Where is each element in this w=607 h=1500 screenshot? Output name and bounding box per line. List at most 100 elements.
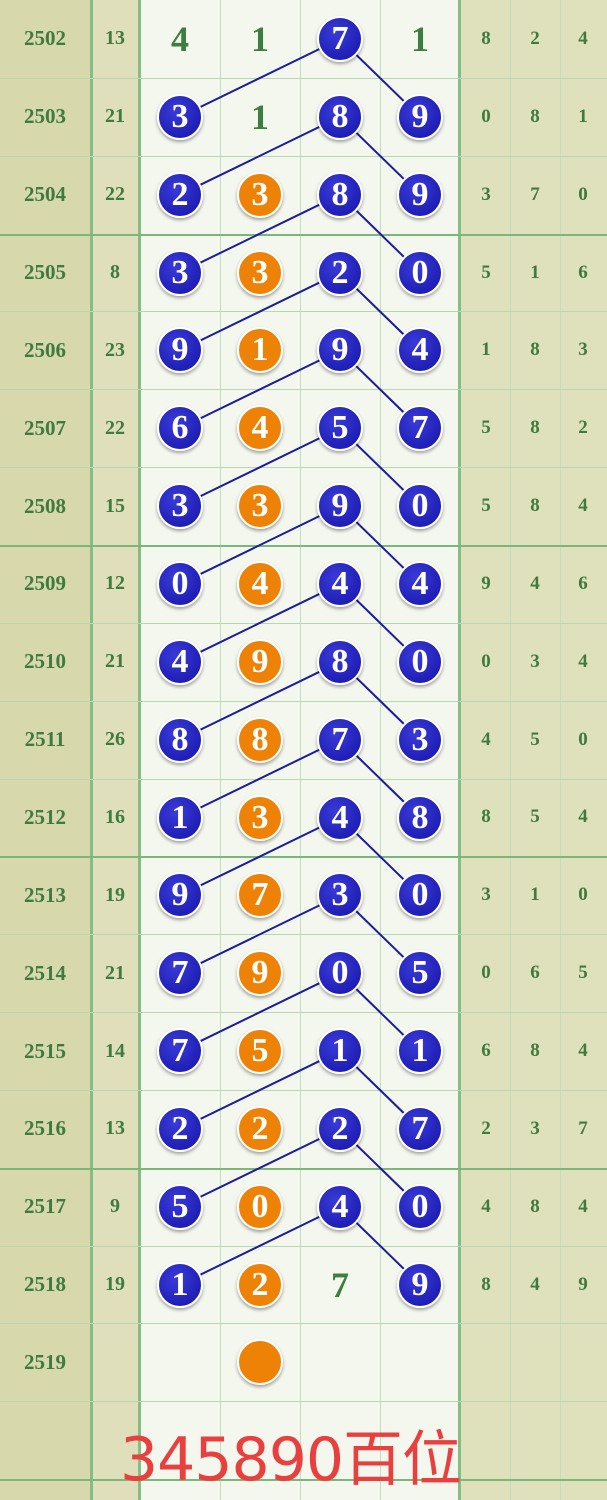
grid-hline — [0, 78, 607, 79]
tail-digit: 5 — [530, 806, 540, 828]
connector-line — [179, 660, 341, 741]
sum-value: 21 — [105, 961, 125, 984]
sum-value: 23 — [105, 338, 125, 361]
grid-hline — [0, 234, 607, 236]
blue-ball: 5 — [397, 950, 443, 997]
blue-ball: 0 — [397, 249, 443, 296]
period-column-bg — [0, 0, 92, 1500]
blue-ball: 0 — [397, 1183, 443, 1230]
tail-digit: 0 — [481, 650, 491, 672]
period-label: 2504 — [24, 182, 66, 207]
orange-ball: 3 — [237, 249, 283, 296]
blue-ball: 9 — [317, 327, 363, 374]
tail-digit — [559, 1324, 607, 1402]
tail-digit: 0 — [481, 962, 491, 984]
sum-value — [91, 1324, 139, 1402]
tail-digit: 5 — [481, 417, 491, 439]
tail-digit: 3 — [578, 339, 588, 361]
tail-column-bg — [460, 0, 607, 1500]
grid-hline — [0, 1479, 607, 1481]
blue-ball: 3 — [157, 483, 203, 530]
period-label: 2502 — [24, 26, 66, 51]
tail-digit: 3 — [481, 884, 491, 906]
blue-ball: 0 — [157, 560, 203, 607]
blue-ball: 9 — [317, 483, 363, 530]
blue-ball: 9 — [157, 327, 203, 374]
digit-plain: 4 — [171, 18, 189, 59]
period-label: 2514 — [24, 960, 66, 985]
tail-digit: 3 — [530, 650, 540, 672]
period-label: 2517 — [24, 1194, 66, 1219]
sum-value: 21 — [105, 105, 125, 128]
blue-ball: 4 — [317, 794, 363, 841]
blue-ball: 0 — [397, 638, 443, 685]
tail-digit: 0 — [578, 183, 588, 205]
tail-digit: 0 — [578, 728, 588, 750]
grid-hline — [0, 701, 607, 702]
blue-ball: 8 — [317, 93, 363, 140]
grid-vline — [380, 0, 381, 1500]
grid-hline — [0, 1246, 607, 1247]
tail-digit: 4 — [578, 650, 588, 672]
tail-digit: 4 — [578, 495, 588, 517]
period-label: 2506 — [24, 337, 66, 362]
tail-digit — [462, 1324, 510, 1402]
period-label: 2519 — [24, 1349, 66, 1374]
tail-digit: 6 — [578, 261, 588, 283]
grid-hline — [0, 1012, 607, 1013]
tail-digit: 8 — [530, 339, 540, 361]
sum-value: 22 — [105, 183, 125, 206]
sum-value: 19 — [105, 1273, 125, 1296]
sum-value: 13 — [105, 1117, 125, 1140]
connector-line — [179, 349, 341, 430]
connector-line — [179, 1128, 341, 1208]
sum-column-bg — [92, 0, 140, 1500]
blue-ball: 2 — [317, 249, 363, 296]
tail-digit: 4 — [530, 1273, 540, 1295]
blue-ball: 8 — [157, 716, 203, 763]
connector-line — [179, 505, 341, 585]
blue-ball: 7 — [397, 405, 443, 452]
connector-line — [179, 1050, 341, 1130]
sum-value: 8 — [110, 261, 120, 284]
grid-hline — [0, 1090, 607, 1091]
blue-ball: 7 — [157, 1028, 203, 1075]
sum-value: 16 — [105, 805, 125, 828]
grid-hline — [0, 779, 607, 780]
grid-hline — [0, 467, 607, 468]
blue-ball: 8 — [317, 171, 363, 218]
tail-digit — [511, 1324, 559, 1402]
orange-ball: 2 — [237, 1105, 283, 1152]
grid-vline — [300, 0, 301, 1500]
tail-digit: 4 — [578, 1195, 588, 1217]
blue-ball: 0 — [317, 950, 363, 997]
grid-vline-thick — [458, 0, 461, 1500]
blue-ball: 8 — [317, 638, 363, 685]
tail-digit: 4 — [530, 572, 540, 594]
blue-ball: 7 — [157, 950, 203, 997]
blue-ball: 2 — [157, 171, 203, 218]
sum-value: 14 — [105, 1039, 125, 1062]
grid-hline — [0, 623, 607, 624]
grid-vline — [510, 0, 511, 1500]
tail-digit: 8 — [481, 806, 491, 828]
tail-digit: 2 — [578, 417, 588, 439]
tail-digit: 8 — [530, 1040, 540, 1062]
tail-digit: 4 — [578, 806, 588, 828]
blue-ball: 7 — [397, 1105, 443, 1152]
blue-ball: 7 — [317, 716, 363, 763]
connector-line — [179, 271, 341, 352]
grid-hline — [0, 156, 607, 157]
tail-digit: 9 — [578, 1273, 588, 1295]
blue-ball: 1 — [157, 794, 203, 841]
blue-ball: 9 — [397, 93, 443, 140]
blue-ball: 1 — [397, 1028, 443, 1075]
digit-plain: 1 — [251, 18, 269, 59]
period-label: 2518 — [24, 1272, 66, 1297]
tail-digit: 9 — [481, 572, 491, 594]
period-label: 2503 — [24, 104, 66, 129]
grid-vline-thick — [90, 0, 93, 1500]
grid-hline — [0, 1323, 607, 1324]
blue-ball: 4 — [397, 327, 443, 374]
grid-hline — [0, 934, 607, 935]
